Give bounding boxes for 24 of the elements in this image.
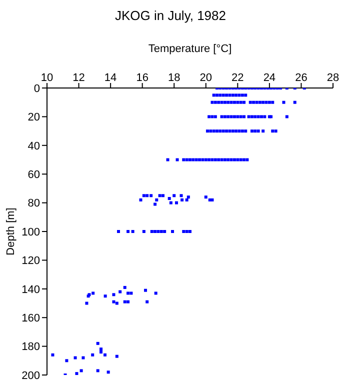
y-tick-label: 160 xyxy=(22,312,40,325)
y-tick-label: 40 xyxy=(28,140,40,152)
x-tick-label: 22 xyxy=(232,72,244,84)
x-tick-label: 10 xyxy=(40,72,54,84)
chart-title: JKOG in July, 1982 xyxy=(114,8,228,25)
y-tick-label: 0 xyxy=(34,82,40,95)
y-tick-label: 100 xyxy=(22,226,40,238)
x-tick-label: 26 xyxy=(295,72,308,84)
y-axis-title: Depth [m] xyxy=(4,208,17,256)
x-tick-label: 18 xyxy=(168,72,180,84)
x-axis-title: Temperature [°C] xyxy=(148,42,232,55)
y-tick-label: 180 xyxy=(22,341,40,354)
x-tick-label: 14 xyxy=(104,72,117,84)
y-tick-label: 140 xyxy=(22,284,40,296)
x-tick-label: 24 xyxy=(263,72,276,84)
x-tick-label: 20 xyxy=(200,72,212,84)
y-tick-label: 200 xyxy=(22,370,40,382)
y-tick-label: 60 xyxy=(28,169,40,182)
x-tick-label: 28 xyxy=(326,72,340,84)
x-tick-label: 12 xyxy=(72,72,85,84)
y-tick-label: 80 xyxy=(28,198,40,210)
y-tick-label: 120 xyxy=(22,255,40,268)
y-tick-label: 20 xyxy=(28,112,40,124)
x-tick-label: 16 xyxy=(136,72,148,84)
